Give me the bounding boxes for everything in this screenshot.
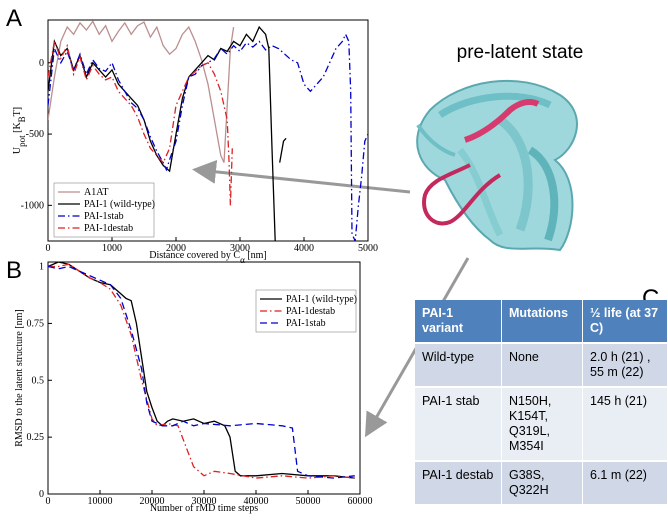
table-header: ½ life (at 37 C) bbox=[582, 300, 668, 344]
y-tick-label: 0.75 bbox=[27, 318, 45, 329]
label-part: α bbox=[240, 255, 245, 265]
x-tick-label: 1000 bbox=[102, 243, 122, 254]
data-line bbox=[48, 263, 355, 479]
y-axis-label: Upot [KBT] bbox=[12, 107, 27, 154]
x-tick-label: 0 bbox=[46, 243, 51, 254]
x-tick-label: 20000 bbox=[140, 496, 165, 507]
legend-label: PAI-1destab bbox=[286, 306, 335, 317]
chart: 0 10000 20000 30000 40000 50000 60000 0 0.25 0.5 0… bbox=[14, 261, 373, 514]
image-label: pre-latent state bbox=[457, 42, 584, 63]
y-tick-label: 0 bbox=[39, 489, 44, 500]
x-tick-label: 50000 bbox=[296, 496, 321, 507]
label-part: RMSD to the latent structure [nm] bbox=[14, 309, 25, 446]
y-tick-label: -1000 bbox=[21, 200, 44, 211]
protein-structure bbox=[416, 79, 578, 252]
x-tick-label: 30000 bbox=[192, 496, 217, 507]
label-part: [K bbox=[12, 122, 23, 136]
chart: 0 1000 2000 3000 4000 5000 -1000 -500 0 Distance … bbox=[12, 19, 378, 265]
table-cell: Wild-type bbox=[415, 343, 502, 388]
legend-label: PAI-1stab bbox=[84, 211, 124, 222]
y-axis-label: RMSD to the latent structure [nm] bbox=[14, 309, 25, 446]
table-header: Mutations bbox=[501, 300, 583, 344]
x-tick-label: 40000 bbox=[244, 496, 269, 507]
table-cell: PAI-1 destab bbox=[415, 461, 502, 506]
data-line bbox=[48, 20, 235, 163]
x-axis-label: Distance covered by Cα [nm] bbox=[149, 250, 266, 265]
data-line bbox=[48, 32, 368, 241]
label-part: [nm] bbox=[245, 250, 267, 261]
x-tick-label: 60000 bbox=[348, 496, 373, 507]
table-cell: None bbox=[501, 343, 583, 388]
y-tick-label: 0.5 bbox=[32, 375, 45, 386]
y-tick-label: 1 bbox=[39, 262, 44, 273]
plot-area bbox=[47, 19, 369, 242]
label-part: pot bbox=[17, 135, 27, 147]
mutation-table: PAI-1 variant Mutations ½ life (at 37 C)… bbox=[415, 300, 668, 506]
table-cell: 145 h (21) bbox=[582, 387, 668, 462]
legend-label: PAI-1 (wild-type) bbox=[286, 294, 357, 305]
legend-box bbox=[255, 289, 357, 333]
table-cell: 6.1 m (22) bbox=[582, 461, 668, 506]
table-cell: N150H, K154T, Q319L, M354I bbox=[501, 387, 583, 462]
x-tick-label: 4000 bbox=[294, 243, 314, 254]
panel-label: A bbox=[6, 5, 22, 32]
x-axis-label: Number of rMD time steps bbox=[150, 503, 258, 514]
x-tick-label: 0 bbox=[46, 496, 51, 507]
legend-label: PAI-1stab bbox=[286, 318, 326, 329]
label-part: B bbox=[17, 116, 27, 122]
y-tick-label: 0 bbox=[39, 58, 44, 69]
legend-label: PAI-1destab bbox=[84, 223, 133, 234]
label-part: U bbox=[12, 146, 23, 154]
x-tick-label: 5000 bbox=[358, 243, 378, 254]
arrow bbox=[192, 159, 411, 194]
label-part: T] bbox=[12, 107, 23, 116]
data-line bbox=[48, 38, 233, 206]
table-cell: G38S, Q322H bbox=[501, 461, 583, 506]
legend-label: A1AT bbox=[84, 187, 108, 198]
table-cell: 2.0 h (21) , 55 m (22) bbox=[582, 343, 668, 388]
legend-label: PAI-1 (wild-type) bbox=[84, 199, 155, 210]
data-line bbox=[48, 265, 355, 479]
label-part: Distance covered by C bbox=[149, 250, 240, 261]
y-tick-label: 0.25 bbox=[27, 432, 45, 443]
x-tick-label: 10000 bbox=[88, 496, 113, 507]
x-tick-label: 3000 bbox=[230, 243, 250, 254]
panel-label: B bbox=[6, 257, 22, 284]
y-tick-label: -500 bbox=[26, 129, 44, 140]
table-cell: PAI-1 stab bbox=[415, 387, 502, 462]
x-tick-label: 2000 bbox=[166, 243, 186, 254]
table-header: PAI-1 variant bbox=[415, 300, 502, 344]
label-part: Number of rMD time steps bbox=[150, 503, 258, 514]
